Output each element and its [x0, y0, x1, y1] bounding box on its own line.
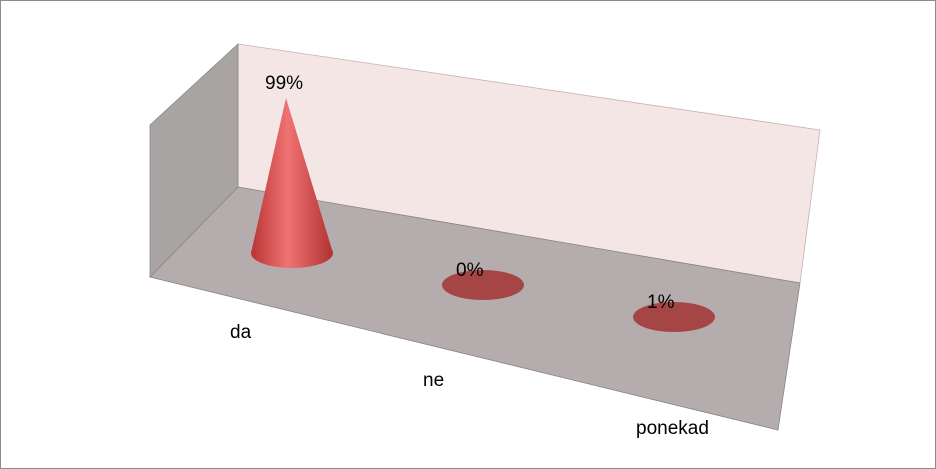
data-label: 99% — [265, 73, 303, 94]
x-tick-label: ponekad — [636, 418, 709, 439]
cone — [442, 270, 524, 300]
x-tick-label: da — [230, 322, 252, 343]
cone — [633, 302, 715, 332]
cone — [251, 97, 333, 268]
x-tick-label: ne — [423, 370, 444, 391]
data-label: 0% — [456, 260, 484, 281]
data-label: 1% — [647, 292, 675, 313]
